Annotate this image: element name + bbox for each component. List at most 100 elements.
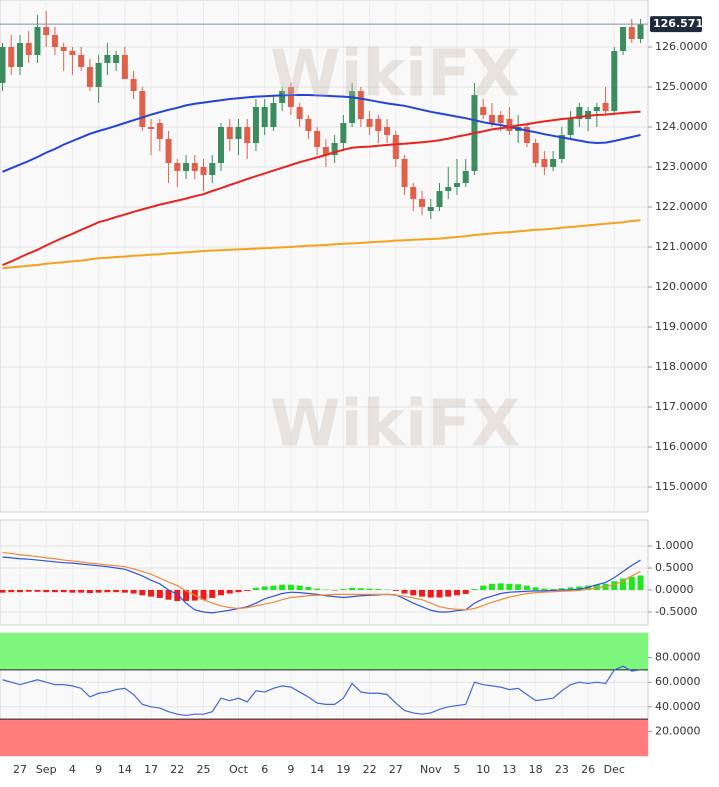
x-tick-label: 5 bbox=[453, 763, 460, 776]
last-price-label: 126.5710 bbox=[653, 17, 711, 30]
candle-body bbox=[427, 207, 434, 211]
x-tick-label: 23 bbox=[555, 763, 569, 776]
histogram-bar bbox=[375, 589, 382, 590]
candle-body bbox=[226, 127, 233, 139]
candle-body bbox=[375, 119, 382, 131]
candle-body bbox=[637, 24, 644, 39]
candle-body bbox=[0, 47, 6, 83]
candle-body bbox=[69, 51, 76, 55]
candle-body bbox=[357, 91, 364, 119]
histogram-bar bbox=[16, 590, 23, 593]
histogram-bar bbox=[541, 588, 548, 590]
y-tick-label: 116.0000 bbox=[655, 440, 708, 453]
candle-body bbox=[480, 107, 487, 115]
candle-body bbox=[558, 135, 565, 159]
x-tick-label: 4 bbox=[69, 763, 76, 776]
candle-body bbox=[314, 131, 321, 147]
histogram-bar bbox=[174, 590, 181, 602]
histogram-bar bbox=[637, 575, 644, 590]
candle-body bbox=[191, 163, 198, 171]
histogram-bar bbox=[156, 590, 163, 598]
x-tick-label: 19 bbox=[336, 763, 350, 776]
candle-body bbox=[305, 119, 312, 131]
candle-body bbox=[165, 139, 172, 163]
y-tick-label: 80.0000 bbox=[655, 651, 701, 664]
y-tick-label: 40.0000 bbox=[655, 700, 701, 713]
candle-body bbox=[200, 167, 207, 175]
candle-body bbox=[16, 43, 23, 67]
candle-body bbox=[183, 163, 190, 171]
histogram-bar bbox=[550, 589, 557, 590]
histogram-bar bbox=[95, 590, 102, 593]
candle-body bbox=[296, 107, 303, 119]
candle-body bbox=[270, 103, 277, 127]
candle-body bbox=[611, 51, 618, 111]
candle-body bbox=[8, 47, 15, 67]
histogram-bar bbox=[287, 584, 294, 590]
last-price-tag bbox=[650, 16, 702, 33]
candle-body bbox=[401, 159, 408, 187]
y-tick-label: 119.0000 bbox=[655, 320, 708, 333]
moving-average bbox=[2, 94, 641, 173]
candle-body bbox=[523, 127, 530, 143]
x-tick-label: 6 bbox=[261, 763, 268, 776]
candle-body bbox=[113, 55, 120, 63]
x-tick-label: Dec bbox=[604, 763, 625, 776]
histogram-bar bbox=[0, 590, 6, 593]
watermark: WikiFX bbox=[270, 38, 520, 112]
histogram-bar bbox=[183, 590, 190, 602]
histogram-bar bbox=[532, 587, 539, 590]
histogram-bar bbox=[60, 590, 67, 593]
histogram-bar bbox=[113, 590, 120, 593]
candle-body bbox=[148, 127, 155, 129]
y-tick-label: 1.0000 bbox=[655, 539, 694, 552]
histogram-bar bbox=[200, 590, 207, 600]
candle-body bbox=[349, 91, 356, 123]
y-tick-label: 115.0000 bbox=[655, 480, 708, 493]
histogram-bar bbox=[121, 590, 128, 593]
histogram-bar bbox=[34, 590, 41, 592]
candle-body bbox=[602, 103, 609, 111]
candle-body bbox=[78, 55, 85, 67]
zone bbox=[0, 633, 648, 670]
histogram-bar bbox=[488, 583, 495, 590]
histogram-bar bbox=[252, 587, 259, 590]
x-tick-label: 9 bbox=[287, 763, 294, 776]
histogram-bar bbox=[497, 583, 504, 590]
candle-body bbox=[121, 55, 128, 79]
histogram-bar bbox=[366, 588, 373, 590]
candle-body bbox=[497, 115, 504, 123]
histogram-bar bbox=[576, 586, 583, 590]
y-tick-label: 117.0000 bbox=[655, 400, 708, 413]
candle-body bbox=[252, 107, 259, 143]
y-tick-label: 122.0000 bbox=[655, 200, 708, 213]
histogram-bar bbox=[25, 590, 32, 592]
x-tick-label: 18 bbox=[529, 763, 543, 776]
y-tick-label: 124.0000 bbox=[655, 120, 708, 133]
indicator-line bbox=[2, 551, 641, 611]
indicator-line bbox=[2, 665, 641, 717]
histogram-bar bbox=[620, 578, 627, 590]
y-tick-label: 20.0000 bbox=[655, 724, 701, 737]
x-tick-label: Sep bbox=[36, 763, 57, 776]
histogram-bar bbox=[480, 585, 487, 590]
histogram-bar bbox=[427, 590, 434, 598]
candle-body bbox=[445, 187, 452, 191]
candle-body bbox=[218, 127, 224, 163]
histogram-bar bbox=[305, 586, 312, 590]
panel bbox=[0, 519, 649, 626]
moving-average bbox=[2, 110, 641, 266]
candle-body bbox=[340, 123, 347, 143]
candle-body bbox=[261, 107, 268, 127]
histogram-bar bbox=[523, 585, 530, 590]
histogram-bar bbox=[357, 588, 364, 590]
candle-body bbox=[541, 159, 548, 167]
histogram-bar bbox=[51, 590, 58, 593]
histogram-bar bbox=[445, 590, 452, 597]
candle-body bbox=[60, 47, 67, 51]
candle-body bbox=[620, 27, 627, 51]
x-tick-label: 27 bbox=[13, 763, 27, 776]
histogram-bar bbox=[235, 590, 242, 593]
histogram-bar bbox=[453, 590, 460, 596]
candle-body bbox=[156, 123, 163, 139]
